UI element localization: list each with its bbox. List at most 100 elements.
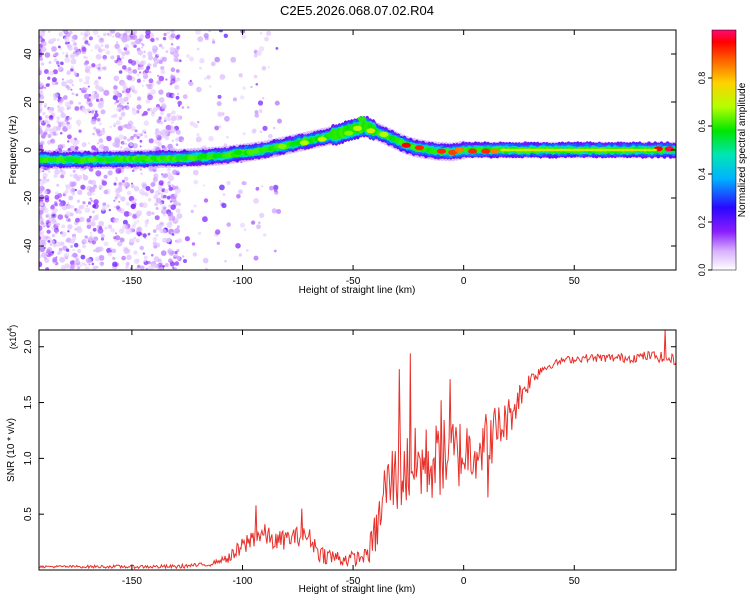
heatmap-noise-blob	[82, 201, 86, 205]
heatmap-noise-blob	[117, 241, 123, 247]
heatmap-noise-blob	[113, 205, 116, 208]
heatmap-noise-blob	[162, 36, 167, 41]
heatmap-noise-blob	[116, 106, 122, 113]
y-tick-label: 0	[23, 147, 34, 153]
heatmap-noise-blob	[101, 88, 105, 92]
heatmap-noise-blob	[151, 253, 154, 257]
heatmap-noise-blob	[170, 196, 177, 203]
heatmap-noise-blob	[121, 101, 125, 104]
heatmap-noise-blob	[39, 57, 43, 61]
heatmap-noise-blob	[85, 80, 90, 85]
heatmap-noise-blob	[118, 200, 121, 203]
heatmap-noise-blob	[50, 138, 56, 144]
heatmap-noise-blob	[163, 32, 167, 37]
heatmap-noise-blob	[158, 180, 164, 186]
heatmap-noise-blob	[70, 68, 74, 72]
heatmap-noise-blob	[155, 190, 161, 196]
snr-ylabel: SNR (10 * v/v)	[6, 418, 17, 482]
heatmap-noise-blob	[66, 79, 70, 84]
heatmap-noise-blob	[92, 265, 97, 270]
heatmap-noise-blob	[121, 179, 125, 183]
heatmap-noise-blob	[86, 218, 91, 223]
heatmap-noise-blob	[83, 62, 88, 66]
heatmap-noise-blob	[163, 206, 166, 210]
heatmap-noise-blob	[64, 36, 70, 42]
heatmap-noise-blob	[81, 142, 87, 148]
heatmap-noise-blob	[106, 135, 112, 142]
heatmap-noise-blob	[175, 137, 180, 142]
heatmap-noise-blob	[175, 208, 181, 214]
heatmap-noise-blob	[98, 184, 103, 190]
heatmap-noise-blob	[115, 193, 120, 197]
heatmap-noise-blob	[107, 170, 113, 176]
heatmap-noise-blob	[39, 120, 43, 124]
heatmap-noise-blob	[129, 85, 135, 91]
heatmap-noise-blob	[260, 32, 263, 35]
heatmap-noise-blob	[62, 52, 65, 55]
heatmap-noise-blob	[45, 220, 48, 223]
heatmap-noise-blob	[74, 188, 77, 192]
heatmap-noise-blob	[259, 212, 265, 218]
heatmap-noise-blob	[88, 102, 93, 108]
heatmap-noise-blob	[242, 132, 246, 136]
heatmap-noise-blob	[140, 172, 143, 175]
heatmap-noise-blob	[127, 75, 133, 81]
heatmap-noise-blob	[47, 76, 51, 80]
heatmap-noise-blob	[46, 225, 50, 228]
heatmap-noise-blob	[45, 235, 49, 240]
heatmap-noise-blob	[81, 244, 87, 249]
heatmap-noise-blob	[45, 267, 49, 270]
heatmap-noise-blob	[75, 119, 82, 126]
x-tick-label: -150	[122, 576, 142, 587]
heatmap-peak-spot	[138, 154, 148, 160]
heatmap-noise-blob	[203, 33, 209, 39]
heatmap-noise-blob	[71, 83, 75, 87]
heatmap-peak-spot	[65, 157, 75, 163]
heatmap-noise-blob	[51, 250, 55, 254]
heatmap-peak-spot	[353, 125, 362, 131]
heatmap-noise-blob	[132, 214, 137, 219]
heatmap-noise-blob	[113, 217, 119, 223]
heatmap-noise-blob	[208, 30, 212, 33]
heatmap-noise-blob	[162, 265, 165, 268]
heatmap-noise-blob	[80, 184, 86, 190]
heatmap-noise-blob	[119, 146, 123, 149]
heatmap-noise-blob	[117, 60, 123, 66]
heatmap-noise-blob	[138, 188, 145, 195]
heatmap-noise-blob	[103, 32, 107, 37]
heatmap-noise-blob	[195, 30, 201, 35]
heatmap-noise-blob	[176, 225, 180, 229]
heatmap-noise-blob	[136, 104, 142, 110]
heatmap-noise-blob	[53, 173, 58, 179]
heatmap-noise-blob	[151, 263, 157, 269]
heatmap-noise-blob	[113, 89, 118, 95]
heatmap-noise-blob	[154, 215, 160, 221]
heatmap-peak-spot	[87, 157, 97, 163]
snr-scale-close: )	[8, 325, 18, 328]
heatmap-noise-blob	[152, 49, 157, 54]
heatmap-noise-blob	[127, 67, 132, 71]
heatmap-noise-blob	[261, 185, 264, 188]
heatmap-noise-blob	[75, 93, 79, 97]
heatmap-noise-blob	[174, 227, 181, 234]
heatmap-noise-blob	[98, 138, 104, 143]
heatmap-noise-blob	[143, 255, 148, 260]
heatmap-noise-blob	[46, 248, 51, 254]
heatmap-noise-blob	[92, 210, 95, 214]
heatmap-noise-blob	[53, 227, 60, 233]
heatmap-noise-blob	[254, 110, 259, 115]
heatmap-noise-blob	[203, 198, 209, 203]
heatmap-noise-blob	[50, 132, 54, 136]
heatmap-noise-blob	[188, 81, 194, 87]
heatmap-noise-blob	[95, 256, 100, 262]
heatmap-noise-blob	[39, 189, 43, 195]
colorbar-ticks: 0.0 0.2 0.4 0.6 0.8	[697, 72, 712, 276]
heatmap-noise-blob	[67, 230, 70, 233]
heatmap-noise-blob	[170, 42, 174, 46]
heatmap-noise-blob	[190, 209, 194, 213]
heatmap-noise-blob	[133, 186, 140, 192]
heatmap-noise-blob	[216, 241, 220, 245]
heatmap-noise-blob	[90, 110, 95, 114]
heatmap-noise-blob	[136, 220, 140, 223]
